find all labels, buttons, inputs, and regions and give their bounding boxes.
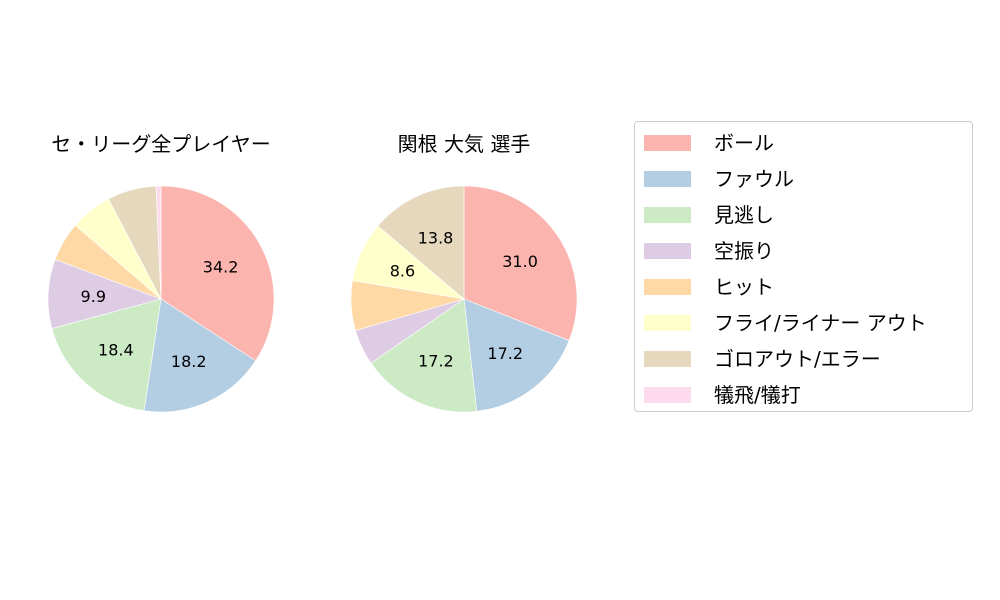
legend-swatch bbox=[644, 135, 691, 151]
pie-chart-league: セ・リーグ全プレイヤー 34.2 18.2 18.4 9.9 bbox=[0, 0, 320, 600]
pie-svg-player: 31.0 17.2 17.2 8.613.8 bbox=[350, 185, 578, 413]
pie-slice-ground-out-error bbox=[377, 185, 465, 300]
slice-value-label: 18.4 bbox=[98, 341, 134, 360]
legend-item-sacrifice: 犠飛/犠打 bbox=[635, 382, 972, 408]
legend-item-swinging-strike: 空振り bbox=[635, 238, 972, 264]
slice-value-label: 8.6 bbox=[390, 262, 415, 281]
pie-slice-called-strike bbox=[51, 298, 162, 412]
legend-label: ボール bbox=[714, 131, 774, 155]
slice-value-label: 34.2 bbox=[203, 258, 239, 277]
legend-label: 見逃し bbox=[714, 203, 774, 227]
legend-label: 空振り bbox=[714, 239, 774, 263]
slice-value-label: 13.8 bbox=[418, 228, 454, 247]
legend-swatch bbox=[644, 207, 691, 223]
legend-swatch bbox=[644, 279, 691, 295]
slice-value-label: 9.9 bbox=[81, 287, 106, 306]
legend-swatch bbox=[644, 315, 691, 331]
legend-swatch bbox=[644, 351, 691, 367]
pie-slice-sacrifice bbox=[155, 185, 162, 300]
legend-swatch bbox=[644, 243, 691, 259]
legend: ボールファウル見逃し空振りヒットフライ/ライナー アウト ゴロアウト/エラー 犠飛/… bbox=[634, 121, 973, 412]
legend-item-foul: ファウル bbox=[635, 166, 972, 192]
slice-value-label: 18.2 bbox=[171, 352, 207, 371]
pie-chart-player: 関根 大気 選手 31.0 17.2 17.2 8.6 13.8 bbox=[350, 132, 578, 413]
legend-item-ball: ボール bbox=[635, 130, 972, 156]
legend-swatch bbox=[644, 171, 691, 187]
legend-item-fly-liner-out: フライ/ライナー アウト bbox=[635, 310, 972, 336]
pie-svg-league: 34.2 18.2 18.4 9.9 bbox=[47, 185, 275, 413]
slice-value-label: 17.2 bbox=[487, 344, 523, 363]
pie-title-league: セ・リーグ全プレイヤー bbox=[51, 132, 271, 156]
legend-item-hit: ヒット bbox=[635, 274, 972, 300]
legend-swatch bbox=[644, 387, 691, 403]
legend-label: フライ/ライナー アウト bbox=[714, 311, 927, 335]
legend-item-called-strike: 見逃し bbox=[635, 202, 972, 228]
legend-label: ゴロアウト/エラー bbox=[714, 347, 881, 371]
slice-value-label: 17.2 bbox=[418, 352, 454, 371]
pie-slice-foul bbox=[143, 298, 257, 413]
pie-slice-ball bbox=[160, 185, 275, 362]
legend-label: ヒット bbox=[714, 275, 774, 299]
slice-value-label: 31.0 bbox=[502, 252, 538, 271]
legend-item-ground-out-error: ゴロアウト/エラー bbox=[635, 346, 972, 372]
pie-slice-foul bbox=[463, 298, 570, 412]
pie-slice-ball bbox=[463, 185, 578, 341]
legend-label: ファウル bbox=[714, 167, 794, 191]
pie-title-player: 関根 大気 選手 bbox=[397, 132, 531, 156]
legend-label: 犠飛/犠打 bbox=[714, 383, 801, 407]
pie-slice-called-strike bbox=[370, 298, 478, 413]
